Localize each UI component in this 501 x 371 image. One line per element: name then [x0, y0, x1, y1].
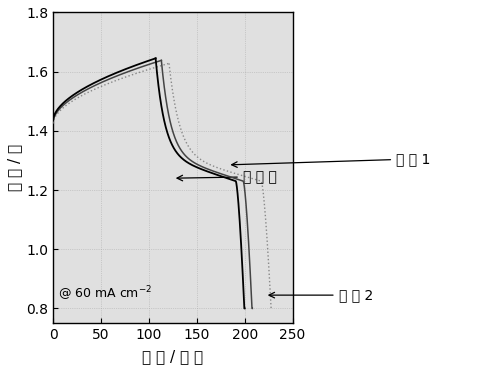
Y-axis label: 电 压 / 伏: 电 压 / 伏: [7, 144, 22, 191]
X-axis label: 时 间 / 分 钟: 时 间 / 分 钟: [142, 349, 203, 364]
Text: 比 较 例: 比 较 例: [177, 170, 276, 184]
Text: @ 60 mA cm$^{-2}$: @ 60 mA cm$^{-2}$: [58, 284, 152, 302]
Text: 实 例 2: 实 例 2: [269, 288, 372, 302]
Text: 实 例 1: 实 例 1: [231, 152, 429, 167]
